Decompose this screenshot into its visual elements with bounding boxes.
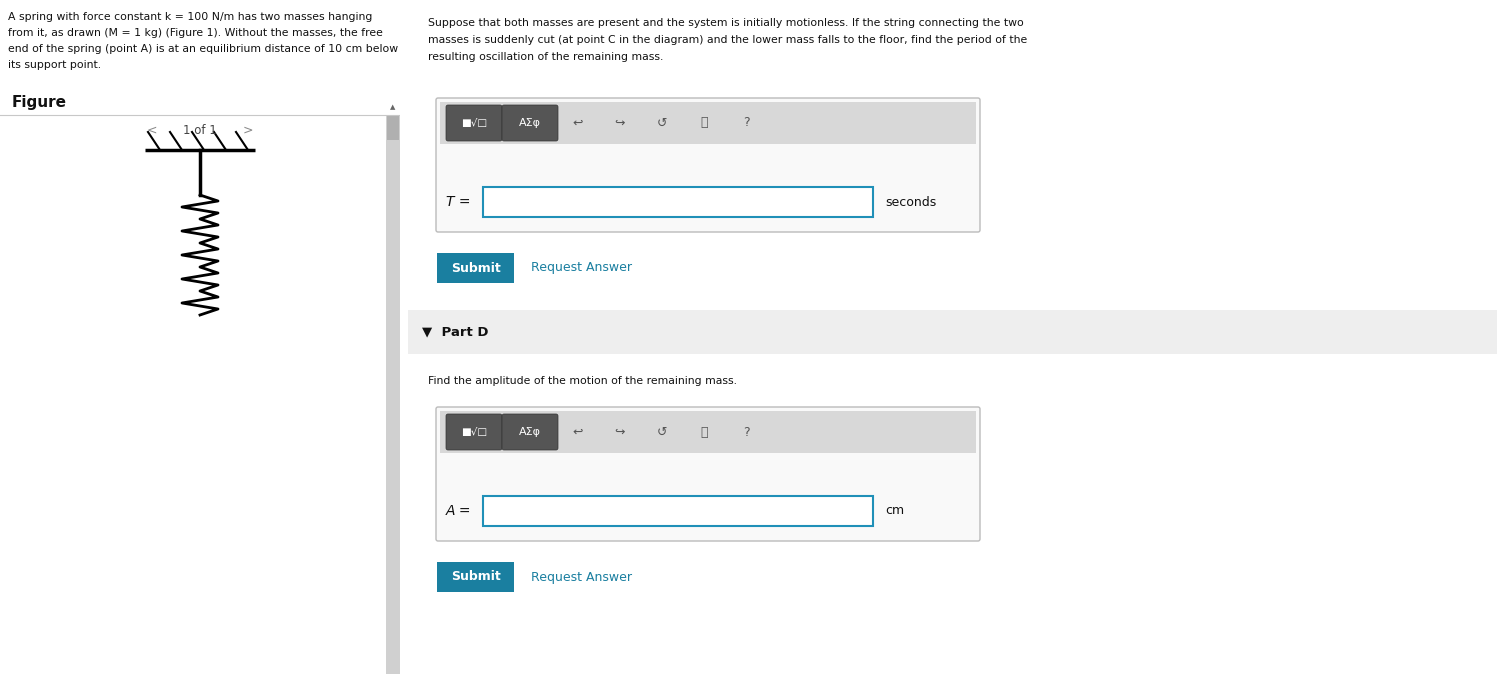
Text: >: > <box>243 123 253 137</box>
FancyBboxPatch shape <box>436 98 981 232</box>
Bar <box>409 0 1497 95</box>
Text: ↺: ↺ <box>657 425 668 439</box>
Text: <: < <box>147 123 157 137</box>
FancyBboxPatch shape <box>446 414 501 450</box>
Text: cm: cm <box>885 505 904 518</box>
Bar <box>409 310 1497 354</box>
FancyBboxPatch shape <box>437 253 513 283</box>
Text: ↪: ↪ <box>615 117 626 129</box>
Text: ↩: ↩ <box>573 425 584 439</box>
Text: ⎙: ⎙ <box>701 425 708 439</box>
Text: ↪: ↪ <box>615 425 626 439</box>
Text: Request Answer: Request Answer <box>531 262 632 274</box>
FancyBboxPatch shape <box>501 414 558 450</box>
FancyBboxPatch shape <box>436 407 981 541</box>
Bar <box>388 115 400 140</box>
Text: Find the amplitude of the motion of the remaining mass.: Find the amplitude of the motion of the … <box>428 376 737 386</box>
Bar <box>386 115 400 674</box>
Bar <box>409 354 1497 674</box>
Bar <box>440 411 976 453</box>
Text: ■√□: ■√□ <box>461 427 487 437</box>
FancyBboxPatch shape <box>437 562 513 592</box>
Text: ↩: ↩ <box>573 117 584 129</box>
Text: end of the spring (point A) is at an equilibrium distance of 10 cm below: end of the spring (point A) is at an equ… <box>7 44 398 54</box>
Text: Figure: Figure <box>12 95 67 110</box>
Text: resulting oscillation of the remaining mass.: resulting oscillation of the remaining m… <box>428 52 663 62</box>
FancyBboxPatch shape <box>446 105 501 141</box>
Text: ⎙: ⎙ <box>701 117 708 129</box>
Text: ΑΣφ: ΑΣφ <box>519 427 540 437</box>
Bar <box>484 187 873 217</box>
Text: A =: A = <box>446 504 472 518</box>
Text: ▲: ▲ <box>391 104 395 110</box>
Text: ?: ? <box>743 425 750 439</box>
Text: ↺: ↺ <box>657 117 668 129</box>
Text: A spring with force constant k = 100 N/m has two masses hanging: A spring with force constant k = 100 N/m… <box>7 12 373 22</box>
Text: seconds: seconds <box>885 195 936 208</box>
Text: T =: T = <box>446 195 470 209</box>
Text: ■√□: ■√□ <box>461 118 487 128</box>
Text: Submit: Submit <box>451 570 500 584</box>
Text: Request Answer: Request Answer <box>531 570 632 584</box>
Text: masses is suddenly cut (at point C in the diagram) and the lower mass falls to t: masses is suddenly cut (at point C in th… <box>428 35 1027 45</box>
Text: Suppose that both masses are present and the system is initially motionless. If : Suppose that both masses are present and… <box>428 18 1024 28</box>
FancyBboxPatch shape <box>501 105 558 141</box>
Bar <box>440 102 976 144</box>
Text: its support point.: its support point. <box>7 60 102 70</box>
Text: 1 of 1: 1 of 1 <box>183 123 217 137</box>
Text: ▼  Part D: ▼ Part D <box>422 326 488 338</box>
Bar <box>484 496 873 526</box>
Text: ?: ? <box>743 117 750 129</box>
Text: Submit: Submit <box>451 262 500 274</box>
Text: from it, as drawn (M = 1 kg) (Figure 1). Without the masses, the free: from it, as drawn (M = 1 kg) (Figure 1).… <box>7 28 383 38</box>
Text: ΑΣφ: ΑΣφ <box>519 118 540 128</box>
